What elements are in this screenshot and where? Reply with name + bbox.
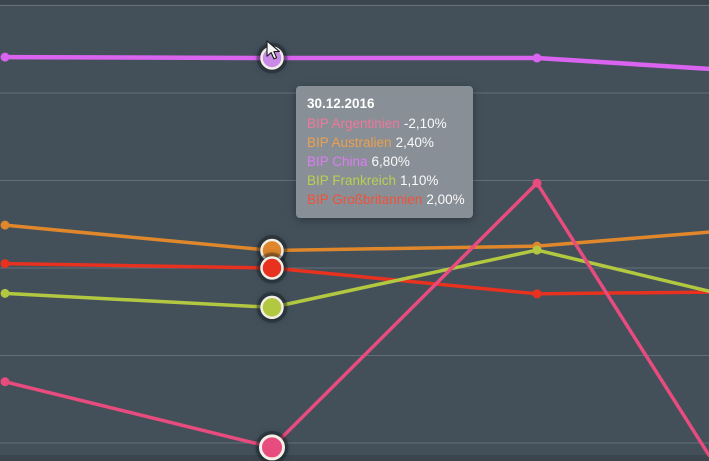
tooltip-row: BIP Australien 2,40% <box>307 133 461 152</box>
data-point[interactable] <box>0 220 10 230</box>
tooltip-row: BIP Frankreich 1,10% <box>307 171 461 190</box>
tooltip-series-label: BIP Australien <box>307 135 392 150</box>
data-point[interactable] <box>0 377 10 387</box>
tooltip-series-label: BIP China <box>307 154 368 169</box>
tooltip-series-label: BIP Argentinien <box>307 116 400 131</box>
series-line-bip-china[interactable] <box>2 54 709 72</box>
marker-circle <box>259 434 285 461</box>
tooltip-series-value: -2,10% <box>403 116 447 131</box>
bottom-outer-band <box>0 455 709 461</box>
tooltip-row: BIP Argentinien -2,10% <box>307 114 461 133</box>
data-point[interactable] <box>532 289 542 299</box>
marker-circle <box>260 256 284 280</box>
highlighted-data-point[interactable] <box>256 291 288 323</box>
series-line-bip-gro-britannien[interactable] <box>3 261 709 296</box>
data-point[interactable] <box>0 52 10 62</box>
marker-glow <box>256 291 288 323</box>
tooltip-series-value: 1,10% <box>400 173 439 188</box>
highlighted-data-point[interactable] <box>255 430 289 461</box>
marker-glow <box>255 430 289 461</box>
marker-glow <box>256 252 288 284</box>
data-point[interactable] <box>532 245 542 255</box>
series-lines <box>2 54 709 457</box>
tooltip-row: BIP China 6,80% <box>307 152 461 171</box>
series-line-bip-argentinien[interactable] <box>3 181 709 457</box>
tooltip-series-value: 6,80% <box>371 154 410 169</box>
highlighted-data-point[interactable] <box>256 42 288 74</box>
tooltip-row: BIP Großbritannien 2,00% <box>307 190 465 209</box>
data-point[interactable] <box>532 178 542 188</box>
top-outer-band <box>0 0 709 5</box>
tooltip-series-value: 2,40% <box>395 135 434 150</box>
tooltip-series-label: BIP Großbritannien <box>307 192 423 207</box>
series-line-bip-frankreich[interactable] <box>3 248 709 310</box>
data-point[interactable] <box>0 288 10 298</box>
highlighted-data-point[interactable] <box>256 252 288 284</box>
tooltip-series-label: BIP Frankreich <box>307 173 397 188</box>
chart-tooltip: 30.12.2016 BIP Argentinien -2,10% BIP Aus… <box>296 86 473 218</box>
tooltip-date: 30.12.2016 <box>307 96 375 111</box>
series-line-bip-australien[interactable] <box>3 223 709 253</box>
tooltip-series-value: 2,00% <box>426 192 465 207</box>
data-point[interactable] <box>0 259 10 269</box>
data-point[interactable] <box>532 53 542 63</box>
marker-circle <box>260 46 284 70</box>
marker-circle <box>260 295 284 320</box>
